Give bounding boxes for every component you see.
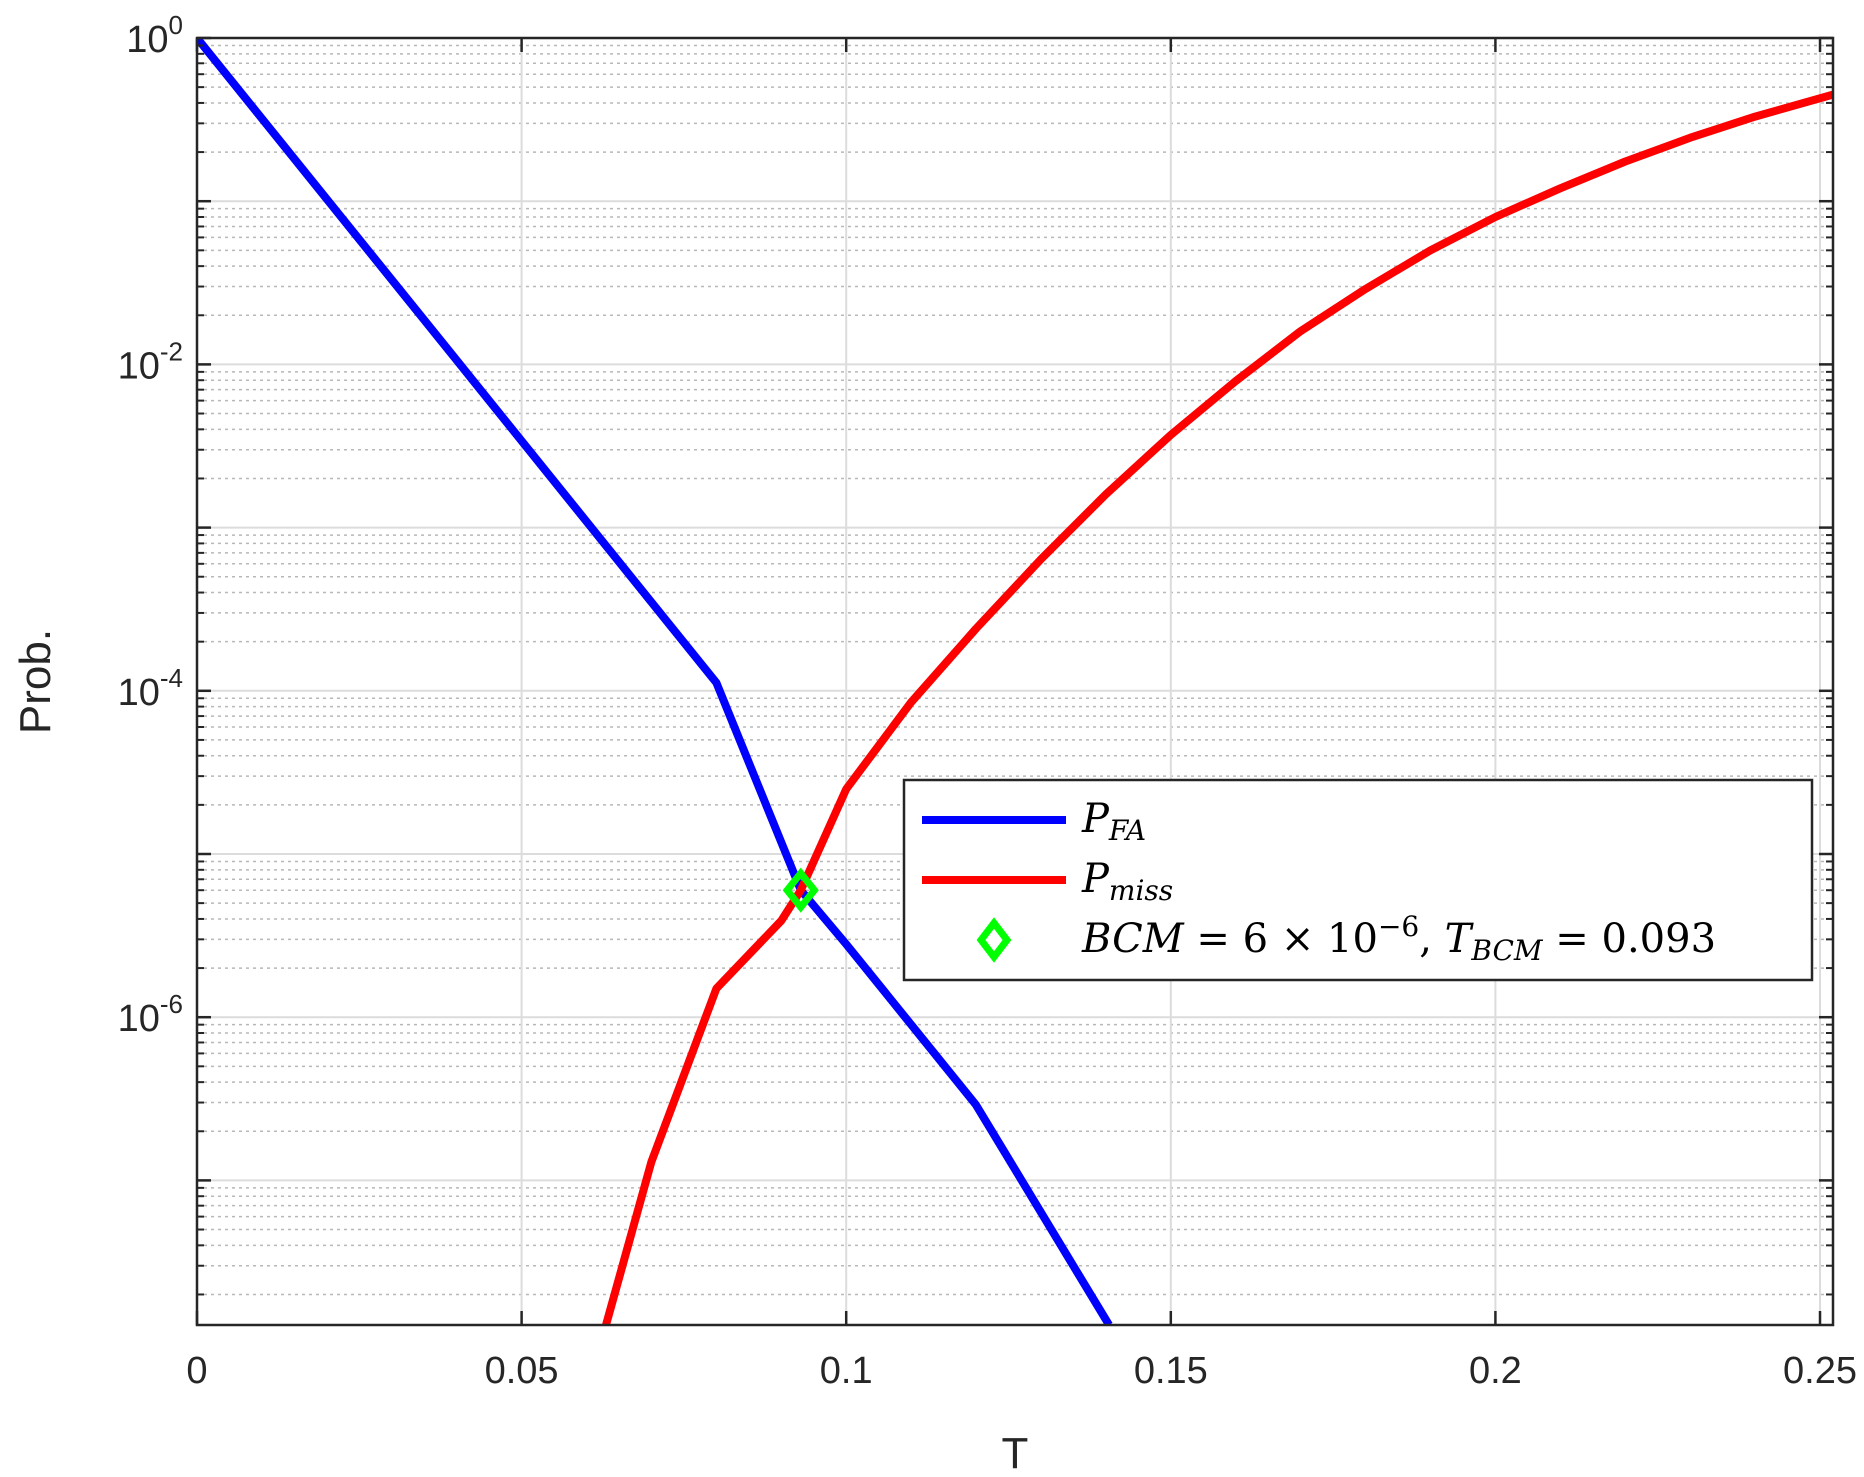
y-tick-label-exponent: -4 xyxy=(160,663,183,693)
x-axis-label: T xyxy=(1002,1429,1029,1477)
y-tick-label: 10-2 xyxy=(118,336,183,387)
legend-pfa-base: P xyxy=(1081,796,1110,842)
series-line-pmiss xyxy=(602,90,1833,1325)
legend-label-pfa: PFA xyxy=(1081,796,1146,847)
y-tick-label-exponent: -2 xyxy=(160,336,183,366)
x-tick-label: 0.05 xyxy=(485,1350,559,1392)
x-tick-label: 0.1 xyxy=(820,1350,873,1392)
legend-bcm-exp: −6 xyxy=(1378,910,1419,943)
y-tick-label-exponent: -6 xyxy=(160,989,183,1019)
series-line-pfa xyxy=(197,38,1113,1325)
bcm-marker-diamond xyxy=(782,867,819,913)
legend-t-sub: BCM xyxy=(1470,934,1544,967)
x-tick-label: 0.25 xyxy=(1783,1350,1857,1392)
y-tick-label-base: 10 xyxy=(126,19,168,61)
x-tick-label: 0.2 xyxy=(1469,1350,1522,1392)
y-tick-label-base: 10 xyxy=(118,998,160,1040)
x-tick-label: 0 xyxy=(186,1350,207,1392)
y-tick-label-base: 10 xyxy=(118,345,160,387)
legend-pfa-sub: FA xyxy=(1108,814,1146,847)
legend-bcm-comma: , xyxy=(1419,916,1444,962)
marker-layer xyxy=(782,867,819,913)
legend: PFA Pmiss BCM = 6 × 10−6, TBCM = 0.093 xyxy=(902,778,1814,982)
legend-bcm-eq: = 6 × 10 xyxy=(1184,916,1378,962)
y-tick-label-base: 10 xyxy=(118,672,160,714)
y-axis-label: Prob. xyxy=(11,629,60,734)
legend-pmiss-sub: miss xyxy=(1109,874,1173,907)
series-layer xyxy=(197,38,1833,1325)
axes-frame xyxy=(195,36,1835,1327)
plot-area xyxy=(197,38,1833,1325)
x-tick-label: 0.15 xyxy=(1134,1350,1208,1392)
legend-pmiss-base: P xyxy=(1081,856,1110,902)
y-tick-label-exponent: 0 xyxy=(169,10,183,40)
x-tick-labels: 0 0.05 0.1 0.15 0.2 0.25 xyxy=(186,1350,1857,1392)
y-tick-label: 10-6 xyxy=(118,989,183,1040)
legend-t-name: T xyxy=(1445,916,1475,962)
y-tick-label: 100 xyxy=(126,10,183,61)
y-tick-label: 10-4 xyxy=(118,663,183,714)
legend-bcm-name: BCM xyxy=(1081,916,1185,962)
legend-swatch-bcm-diamond xyxy=(976,917,1012,963)
legend-t-eq: = 0.093 xyxy=(1543,916,1716,962)
tick-marks xyxy=(195,36,1833,1325)
legend-label-bcm: BCM = 6 × 10−6, TBCM = 0.093 xyxy=(1081,910,1716,967)
legend-label-pmiss: Pmiss xyxy=(1081,856,1173,907)
